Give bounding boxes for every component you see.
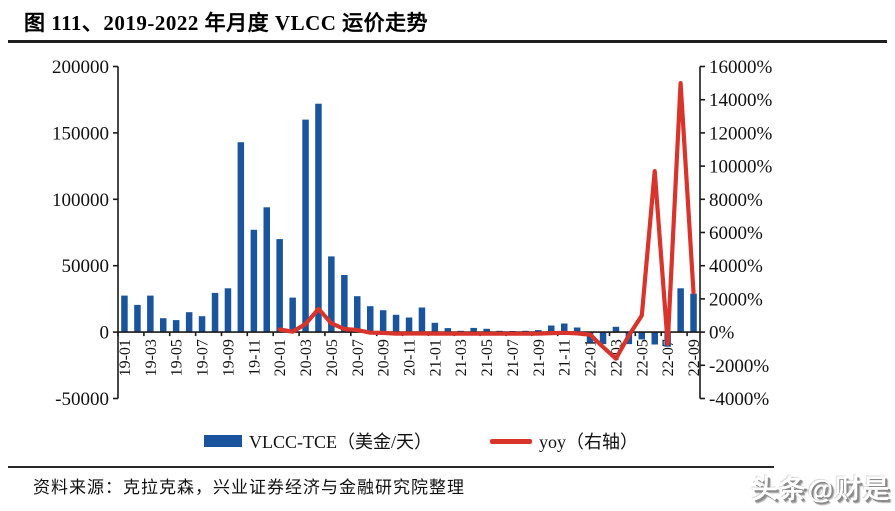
y-tick-label: 200000 [52, 57, 109, 78]
x-tick-label: 19-07 [195, 339, 212, 376]
bar [172, 320, 180, 333]
bar [367, 306, 374, 333]
bar [328, 256, 335, 333]
y-tick-label: 0% [709, 323, 735, 344]
bar [185, 312, 193, 333]
y-tick-label: 0 [100, 323, 110, 344]
y-tick-label: 2000% [709, 289, 763, 310]
bar [224, 288, 232, 333]
x-tick-label: 20-03 [298, 339, 315, 376]
chart-title: 图 111、2019-2022 年月度 VLCC 运价走势 [24, 11, 429, 35]
bar [599, 332, 607, 345]
bar [677, 288, 684, 333]
y-axis-left: 200000 150000 100000 50000 0 -50000 [52, 57, 118, 410]
x-tick-label: 22-01 [583, 339, 600, 376]
x-tick-label: 20-11 [402, 339, 419, 376]
bar [134, 304, 141, 333]
bar [470, 327, 477, 333]
bar [431, 322, 439, 333]
y-tick-label: 8000% [709, 190, 763, 211]
bar [121, 295, 128, 333]
y-tick-label: -2000% [709, 356, 769, 377]
bar [651, 332, 658, 345]
yoy-line [277, 80, 696, 361]
x-tick-label: 19-11 [246, 339, 263, 376]
bar [535, 330, 542, 333]
x-tick-label: 19-09 [220, 339, 237, 376]
y-tick-label: 4000% [709, 256, 763, 277]
x-tick-label: 21-11 [557, 339, 574, 376]
y-tick-label: 6000% [709, 223, 763, 244]
x-tick-label: 20-01 [272, 339, 289, 376]
x-tick-label: 21-07 [505, 339, 522, 376]
legend-swatch-bar [204, 435, 242, 447]
y-tick-label: 50000 [62, 256, 110, 277]
x-axis-labels: 19-01 19-03 19-05 19-07 19-09 19-11 20-01 20-03… [117, 339, 703, 376]
x-tick-label: 20-09 [376, 339, 393, 376]
bar [302, 119, 309, 333]
bar [612, 326, 620, 333]
x-tick-label: 22-09 [686, 339, 703, 376]
bar [237, 142, 245, 333]
bar [405, 317, 413, 333]
bar [160, 318, 167, 333]
x-tick-label: 19-05 [169, 339, 186, 376]
title-underline [8, 40, 887, 43]
tce-bars [121, 103, 697, 347]
source-text: 资料来源：克拉克森，兴业证券经济与金融研究院整理 [33, 478, 465, 497]
legend-item-yoy: yoy（右轴） [490, 428, 638, 454]
bar [354, 296, 361, 333]
bar [418, 307, 426, 333]
y-tick-label: -4000% [709, 389, 769, 410]
bar [211, 292, 219, 333]
bar [392, 314, 400, 333]
bar [548, 325, 555, 333]
y-axis-right: 16000% 14000% 12000% 10000% 8000% 6000% 4000% 2… [700, 57, 773, 410]
bar [250, 229, 258, 333]
bar [341, 275, 348, 333]
bar [198, 316, 206, 333]
x-tick-label: 19-01 [117, 339, 134, 376]
bar [638, 332, 645, 340]
bar [483, 328, 490, 333]
x-tick-label: 21-03 [453, 339, 470, 376]
chart-legend: VLCC-TCE（美金/天） yoy（右轴） [0, 428, 895, 454]
x-tick-label: 19-03 [143, 339, 160, 376]
x-tick-label: 21-01 [427, 339, 444, 376]
bar [263, 207, 270, 333]
bar [147, 295, 154, 333]
legend-label-vlcc-tce: VLCC-TCE（美金/天） [249, 432, 432, 452]
legend-label-yoy: yoy（右轴） [539, 432, 638, 452]
bar [444, 328, 452, 333]
bar [379, 310, 387, 333]
bar [690, 293, 697, 333]
bar [561, 323, 568, 333]
y-tick-label: 14000% [709, 90, 773, 111]
x-tick-label: 20-07 [350, 339, 367, 376]
bar [315, 103, 322, 333]
watermark: 头条@财是 [751, 474, 891, 504]
bar [573, 327, 581, 333]
x-tick-label: 21-09 [531, 339, 548, 376]
y-tick-label: 100000 [52, 190, 109, 211]
legend-swatch-line [490, 438, 532, 444]
y-tick-label: 150000 [52, 123, 109, 144]
y-tick-label: -50000 [55, 389, 109, 410]
x-tick-label: 22-05 [634, 339, 651, 376]
y-tick-label: 16000% [709, 57, 773, 78]
x-tick-label: 20-05 [324, 339, 341, 376]
footer-divider [8, 466, 774, 468]
y-tick-label: 10000% [709, 157, 773, 178]
y-tick-label: 12000% [709, 123, 773, 144]
x-tick-label: 22-07 [660, 339, 677, 376]
x-tick-label: 21-05 [479, 339, 496, 376]
bar [289, 297, 296, 333]
legend-item-vlcc-tce: VLCC-TCE（美金/天） [204, 428, 432, 454]
bar [276, 239, 283, 333]
